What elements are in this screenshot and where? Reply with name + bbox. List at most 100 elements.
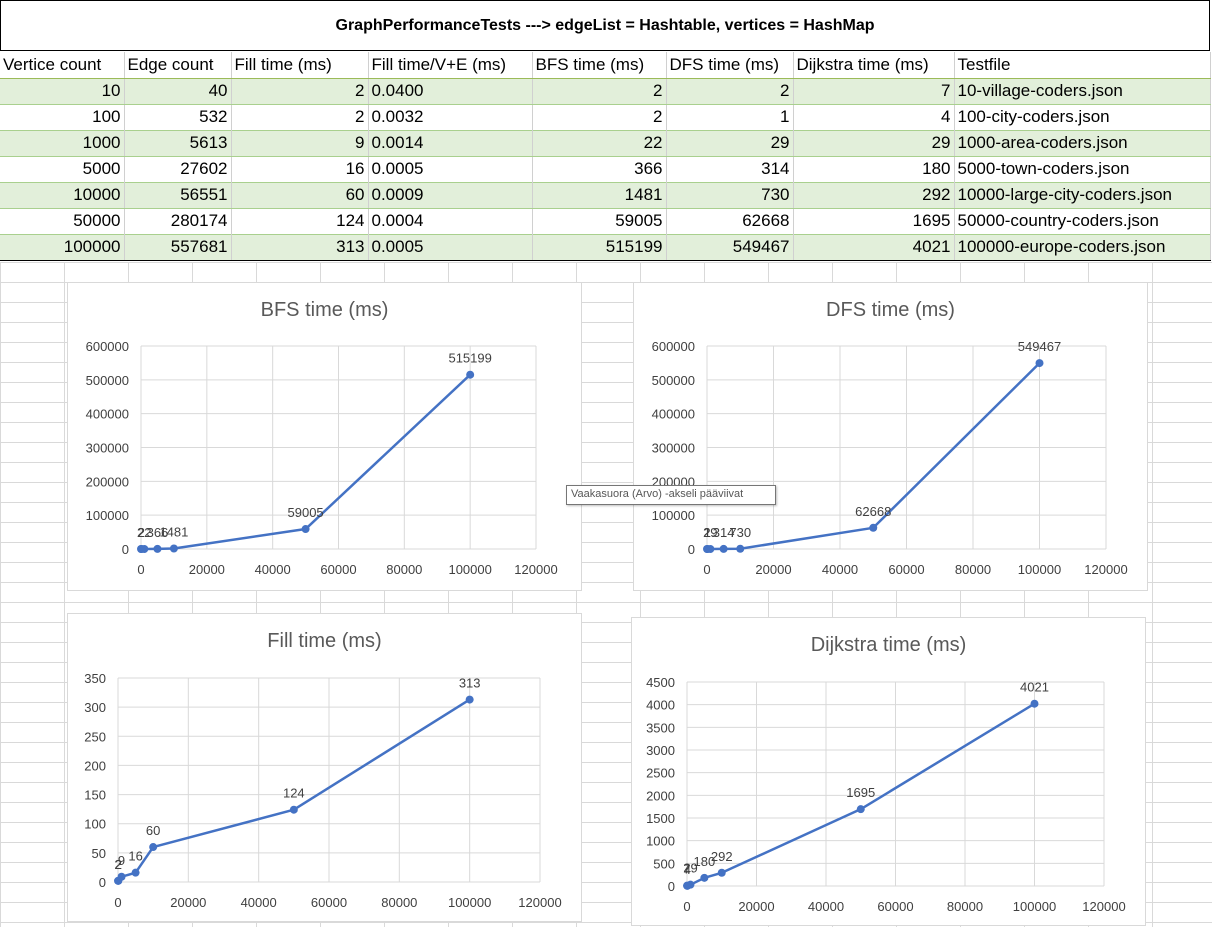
y-tick-label: 0 (668, 879, 675, 894)
data-label: 16 (128, 849, 142, 864)
sheet-title[interactable]: GraphPerformanceTests ---> edgeList = Ha… (0, 0, 1210, 51)
dfs-time-chart[interactable]: DFS time (ms) 0 100000 200000 300000 400000 5… (633, 282, 1148, 591)
table-cell[interactable]: 124 (231, 208, 369, 234)
table-cell[interactable]: 5613 (124, 129, 232, 157)
y-tick-label: 100000 (86, 508, 129, 523)
table-cell[interactable]: 40 (124, 77, 232, 105)
y-tick-label: 300 (84, 700, 106, 715)
table-cell[interactable]: 7 (793, 77, 955, 105)
table-cell[interactable]: 59005 (532, 208, 667, 234)
x-tick-label: 80000 (955, 562, 991, 577)
table-cell[interactable]: 9 (231, 129, 369, 157)
table-cell[interactable]: 5000-town-coders.json (954, 156, 1211, 182)
x-tick-label: 40000 (822, 562, 858, 577)
y-tick-label: 0 (122, 542, 129, 557)
y-tick-label: 500 (653, 856, 675, 871)
column-header[interactable]: Fill time (ms) (231, 52, 369, 79)
data-label: 29 (703, 525, 717, 540)
table-header-row: Vertice count Edge count Fill time (ms) Fil… (0, 52, 1211, 79)
x-tick-label: 120000 (1082, 899, 1125, 914)
table-cell[interactable]: 56551 (124, 181, 232, 209)
table-cell[interactable]: 2 (231, 77, 369, 105)
table-cell[interactable]: 62668 (666, 208, 794, 234)
data-point (149, 843, 158, 852)
table-cell[interactable]: 0.0032 (368, 104, 533, 130)
table-cell[interactable]: 730 (666, 181, 794, 209)
data-label: 1695 (846, 785, 875, 800)
table-cell[interactable]: 2 (231, 104, 369, 130)
x-tick-label: 60000 (320, 562, 356, 577)
table-cell[interactable]: 314 (666, 156, 794, 182)
table-cell[interactable]: 60 (231, 181, 369, 209)
y-tick-label: 100000 (652, 508, 695, 523)
y-tick-label: 600000 (652, 339, 695, 354)
y-tick-label: 200 (84, 758, 106, 773)
chart-title: DFS time (ms) (826, 299, 955, 321)
table-cell[interactable]: 180 (793, 156, 955, 182)
table-cell[interactable]: 1695 (793, 208, 955, 234)
table-cell[interactable]: 29 (793, 129, 955, 157)
chart-title: Fill time (ms) (267, 630, 382, 652)
data-point (289, 805, 298, 814)
table-cell[interactable]: 0.0004 (368, 208, 533, 234)
table-cell[interactable]: 0.0009 (368, 181, 533, 209)
table-cell[interactable]: 22 (532, 129, 667, 157)
table-cell[interactable]: 10000-large-city-coders.json (954, 181, 1211, 209)
x-tick-label: 0 (114, 895, 121, 910)
table-cell[interactable]: 1000-area-coders.json (954, 129, 1211, 157)
data-label: 314 (713, 525, 735, 540)
column-header[interactable]: Edge count (124, 52, 232, 79)
column-header[interactable]: Vertice count (0, 52, 125, 79)
column-header[interactable]: Testfile (954, 52, 1211, 79)
table-cell[interactable]: 5000 (0, 156, 125, 182)
table-cell[interactable]: 4021 (793, 233, 955, 261)
table-cell[interactable]: 10-village-coders.json (954, 77, 1211, 105)
column-header[interactable]: Dijkstra time (ms) (793, 52, 955, 79)
table-cell[interactable]: 0.0005 (368, 233, 533, 261)
table-cell[interactable]: 366 (532, 156, 667, 182)
table-cell[interactable]: 1000 (0, 129, 125, 157)
column-header[interactable]: DFS time (ms) (666, 52, 794, 79)
data-point (301, 525, 310, 534)
table-cell[interactable]: 532 (124, 104, 232, 130)
dijkstra-time-chart[interactable]: Dijkstra time (ms) 0 500 1000 1500 2000 2500 3… (631, 617, 1146, 926)
data-label: 124 (283, 786, 305, 801)
y-tick-label: 500000 (652, 373, 695, 388)
data-label: 292 (711, 849, 733, 864)
table-cell[interactable]: 50000-country-coders.json (954, 208, 1211, 234)
table-cell[interactable]: 29 (666, 129, 794, 157)
table-cell[interactable]: 27602 (124, 156, 232, 182)
table-cell[interactable]: 280174 (124, 208, 232, 234)
table-cell[interactable]: 0.0400 (368, 77, 533, 105)
table-cell[interactable]: 292 (793, 181, 955, 209)
y-tick-label: 4500 (646, 675, 675, 690)
table-cell[interactable]: 100000-europe-coders.json (954, 233, 1211, 261)
table-cell[interactable]: 2 (666, 77, 794, 105)
table-cell[interactable]: 549467 (666, 233, 794, 261)
y-tick-label: 600000 (86, 339, 129, 354)
table-cell[interactable]: 4 (793, 104, 955, 130)
table-cell[interactable]: 557681 (124, 233, 232, 261)
table-cell[interactable]: 1481 (532, 181, 667, 209)
table-cell[interactable]: 16 (231, 156, 369, 182)
data-point (1030, 699, 1039, 708)
column-header[interactable]: Fill time/V+E (ms) (368, 52, 533, 79)
table-cell[interactable]: 10000 (0, 181, 125, 209)
table-cell[interactable]: 0.0005 (368, 156, 533, 182)
table-cell[interactable]: 0.0014 (368, 129, 533, 157)
fill-time-chart[interactable]: Fill time (ms) 0 50 100 150 200 250 300 350 0 200… (67, 613, 582, 922)
bfs-time-chart[interactable]: BFS time (ms) 0 100000 200000 300000 400000 5… (67, 282, 582, 591)
table-cell[interactable]: 2 (532, 77, 667, 105)
table-cell[interactable]: 2 (532, 104, 667, 130)
table-cell[interactable]: 100000 (0, 233, 125, 261)
table-cell[interactable]: 50000 (0, 208, 125, 234)
table-cell[interactable]: 100 (0, 104, 125, 130)
x-tick-label: 80000 (947, 899, 983, 914)
column-header[interactable]: BFS time (ms) (532, 52, 667, 79)
table-cell[interactable]: 10 (0, 77, 125, 105)
data-label: 59005 (288, 505, 324, 520)
table-cell[interactable]: 1 (666, 104, 794, 130)
table-cell[interactable]: 100-city-coders.json (954, 104, 1211, 130)
table-cell[interactable]: 515199 (532, 233, 667, 261)
table-cell[interactable]: 313 (231, 233, 369, 261)
